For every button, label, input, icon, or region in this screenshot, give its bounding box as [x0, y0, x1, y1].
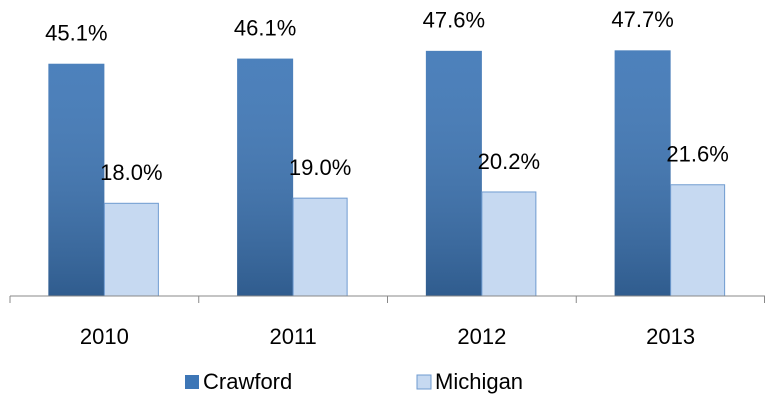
bar-shade	[237, 58, 294, 297]
x-tick-label: 2013	[646, 324, 695, 349]
bar-shade	[614, 50, 671, 296]
bar	[481, 191, 537, 297]
bar-shade	[425, 50, 482, 296]
bar	[670, 184, 726, 297]
data-label: 18.0%	[100, 160, 162, 185]
data-label: 20.2%	[478, 149, 540, 174]
bar	[292, 197, 348, 297]
data-label: 46.1%	[234, 15, 296, 40]
legend-label: Crawford	[203, 369, 292, 394]
data-label: 47.6%	[423, 8, 485, 33]
data-label: 45.1%	[45, 21, 107, 46]
data-label: 21.6%	[666, 142, 728, 167]
x-tick-label: 2010	[80, 324, 129, 349]
data-label: 19.0%	[289, 155, 351, 180]
bar-shade	[48, 63, 105, 296]
x-tick-label: 2011	[269, 324, 316, 349]
legend-swatch	[185, 375, 199, 389]
bar	[103, 202, 159, 297]
legend-swatch	[416, 374, 432, 390]
legend-label: Michigan	[435, 369, 523, 394]
x-tick-label: 2012	[457, 324, 506, 349]
data-label: 47.7%	[611, 7, 673, 32]
